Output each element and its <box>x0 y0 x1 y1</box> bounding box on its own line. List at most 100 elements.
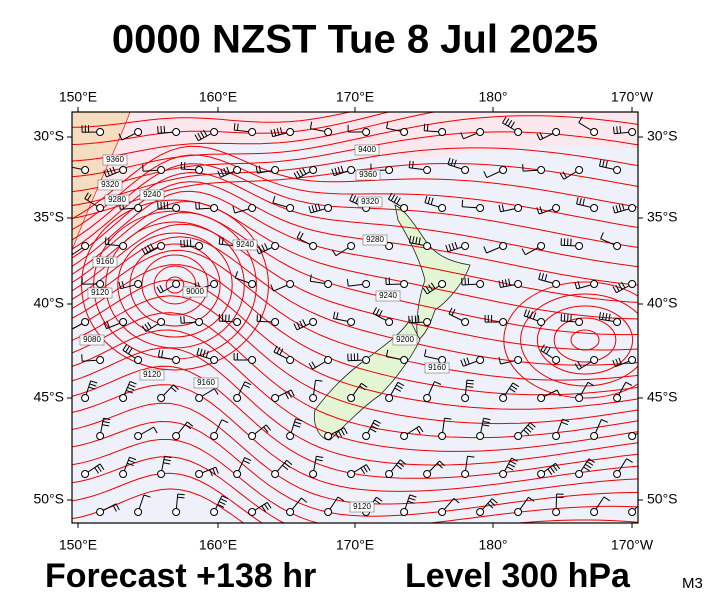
barb-station <box>400 508 409 516</box>
barb-station <box>286 356 295 364</box>
barb-feather <box>444 417 452 420</box>
barb-station <box>423 470 432 478</box>
contour-label-box <box>139 189 165 201</box>
barb-station <box>552 432 561 440</box>
contour-line <box>72 488 245 523</box>
contour-label-box <box>79 334 105 346</box>
barb-feather <box>394 387 402 392</box>
barb-feather <box>528 496 535 502</box>
contour-label-box <box>354 144 380 156</box>
barb-feather <box>603 496 611 502</box>
contour-line <box>72 212 638 336</box>
barb-feather <box>436 462 443 469</box>
barb-feather <box>287 391 292 398</box>
barb-feather <box>295 418 303 422</box>
barb-feather <box>374 499 381 505</box>
contour-label: 9160 <box>197 378 215 387</box>
contour-line <box>72 145 638 220</box>
australia-coast <box>72 112 131 251</box>
contour-line <box>72 264 638 396</box>
contour-label: 9120 <box>91 288 109 297</box>
barb-feather <box>430 282 436 289</box>
barb-feather <box>532 312 537 320</box>
barb-station <box>613 318 622 326</box>
barb-station <box>324 128 333 136</box>
barb-feather <box>160 202 162 210</box>
contour-line <box>72 329 638 452</box>
barb-station <box>552 280 561 288</box>
contour-label: 9160 <box>96 257 114 266</box>
barb-station <box>286 204 295 212</box>
barb-feather <box>412 236 415 244</box>
contour-label: 9240 <box>143 190 161 199</box>
barb-station <box>461 470 470 478</box>
barb-feather <box>200 131 205 138</box>
barb-feather <box>282 464 289 471</box>
lon-label-top: 170°W <box>611 89 654 105</box>
barb-feather <box>335 431 340 439</box>
barb-station <box>286 508 295 516</box>
barb-feather <box>107 237 110 245</box>
barb-station <box>271 470 280 478</box>
barb-feather <box>164 455 172 459</box>
barb-feather <box>399 459 407 465</box>
barb-feather <box>223 167 228 175</box>
barb-feather <box>317 203 321 211</box>
barb-station <box>575 318 584 326</box>
lon-label-bottom: 180° <box>479 537 508 553</box>
contour-label: 9400 <box>358 145 376 154</box>
barb-feather <box>618 204 622 212</box>
barb-feather <box>586 461 594 466</box>
barb-feather <box>276 346 281 354</box>
barb-feather <box>445 244 449 252</box>
barb-station <box>385 318 394 326</box>
barb-station <box>423 166 432 174</box>
barb-feather <box>102 424 110 427</box>
barb-station <box>476 280 485 288</box>
contour-line <box>72 171 638 268</box>
contour-label: 9280 <box>366 235 384 244</box>
wind-barbs <box>72 116 649 516</box>
barb-feather <box>395 464 403 470</box>
barb-feather <box>448 307 453 315</box>
barb-station <box>96 128 105 136</box>
barb-feather <box>103 321 107 329</box>
barb-feather <box>128 383 136 388</box>
barb-station <box>461 394 470 402</box>
barb-feather <box>299 169 304 176</box>
barb-feather <box>163 201 166 209</box>
barb-station <box>248 204 257 212</box>
barb-feather <box>508 463 515 468</box>
barb-feather <box>418 237 421 245</box>
barb-feather <box>523 429 530 435</box>
contour-label-box <box>87 287 113 299</box>
barb-feather <box>463 358 467 366</box>
barb-feather <box>314 204 318 212</box>
barb-feather <box>103 170 107 178</box>
barb-feather <box>376 496 383 502</box>
barb-feather <box>409 494 417 498</box>
barb-station <box>271 394 280 402</box>
barb-feather <box>147 322 152 329</box>
barb-feather <box>482 424 490 427</box>
barb-feather <box>539 206 543 214</box>
barb-feather <box>646 430 649 436</box>
barb-feather <box>502 116 507 124</box>
barb-feather <box>545 347 551 355</box>
barb-feather <box>393 196 398 203</box>
contour-line <box>72 112 352 128</box>
lon-label-bottom: 170°E <box>336 537 374 553</box>
contour-label-box <box>92 256 118 268</box>
barb-station <box>438 508 447 516</box>
barb-feather <box>544 274 548 282</box>
barb-feather <box>483 246 487 254</box>
barb-feather <box>608 313 611 321</box>
barb-feather <box>396 384 403 390</box>
barb-feather <box>309 121 313 129</box>
barb-station <box>362 280 371 288</box>
barb-station <box>476 508 485 516</box>
barb-feather <box>153 426 158 434</box>
barb-feather <box>510 385 518 390</box>
barb-feather <box>539 131 544 139</box>
barb-feather <box>621 281 626 289</box>
